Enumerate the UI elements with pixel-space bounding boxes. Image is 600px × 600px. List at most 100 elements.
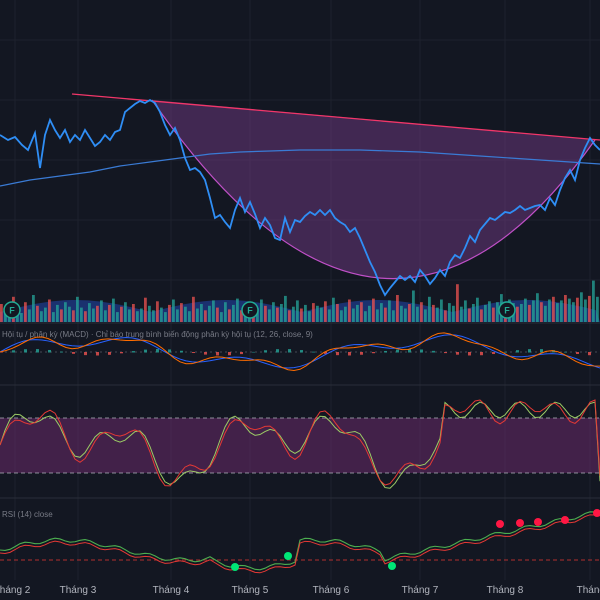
volume-bar	[228, 309, 231, 322]
stochastic-pane	[0, 399, 600, 489]
volume-bar	[160, 307, 163, 322]
volume-bar	[484, 304, 487, 322]
volume-bar	[456, 284, 459, 322]
volume-bar	[596, 296, 599, 322]
macd-histogram-bar	[264, 350, 267, 353]
volume-bar	[28, 309, 31, 322]
macd-histogram-bar	[204, 352, 207, 355]
volume-bar	[472, 304, 475, 322]
volume-bar	[420, 302, 423, 322]
macd-histogram-bar	[36, 349, 39, 353]
flag-label: F	[9, 306, 15, 316]
volume-bar	[376, 309, 379, 322]
volume-bar	[592, 280, 595, 322]
macd-histogram-bar	[60, 351, 63, 353]
rsi-pane-title: RSI (14) close	[2, 510, 53, 519]
volume-bar	[488, 301, 491, 322]
price-pane[interactable]	[0, 93, 600, 297]
rsi-pane	[0, 509, 600, 574]
macd-histogram-bar	[288, 349, 291, 353]
volume-bar	[112, 298, 115, 322]
macd-histogram-bar	[516, 350, 519, 353]
x-axis-label: Tháng 7	[402, 585, 439, 596]
volume-bar	[32, 295, 35, 322]
macd-histogram-bar	[480, 352, 483, 356]
stochastic-d-line	[0, 399, 600, 487]
volume-bar	[492, 307, 495, 322]
volume-bar	[516, 306, 519, 322]
volume-bar	[400, 305, 403, 322]
cup-pattern-fill	[152, 100, 600, 279]
volume-bar	[536, 293, 539, 322]
volume-bar	[560, 300, 563, 322]
volume-bar	[568, 298, 571, 322]
volume-bar	[408, 304, 411, 322]
volume-bar	[216, 307, 219, 322]
volume-bar	[396, 295, 399, 322]
volume-bar	[272, 302, 275, 322]
macd-histogram-bar	[312, 351, 315, 353]
volume-bar	[576, 297, 579, 322]
volume-bar	[188, 311, 191, 322]
macd-histogram-bar	[564, 351, 567, 353]
volume-bar	[136, 311, 139, 322]
flag-circle	[241, 301, 259, 319]
volume-bar	[116, 312, 119, 322]
volume-bar	[380, 303, 383, 322]
macd-histogram-bar	[216, 352, 219, 356]
volume-bar	[36, 305, 39, 322]
price-line	[0, 98, 600, 297]
flag-circle	[3, 301, 21, 319]
stochastic-k-line	[0, 401, 600, 489]
volume-bar	[48, 299, 51, 322]
volume-bar	[412, 290, 415, 322]
volume-bar	[352, 308, 355, 322]
macd-histogram-bar	[252, 351, 255, 353]
sell-signal-dot	[534, 518, 542, 526]
macd-histogram-bar	[24, 349, 27, 353]
x-axis: Tháng 2 Tháng 3 Tháng 4 Tháng 5 Tháng 6 Tháng…	[0, 585, 600, 596]
rsi-signal-line	[0, 514, 600, 574]
macd-histogram-bar	[324, 352, 327, 354]
volume-bar	[256, 308, 259, 322]
sell-signal-dot	[516, 519, 524, 527]
volume-bar	[96, 305, 99, 322]
macd-histogram-bar	[360, 352, 363, 355]
volume-bar	[268, 309, 271, 322]
volume-bar	[300, 308, 303, 322]
volume-bar	[304, 304, 307, 322]
volume-bar	[544, 305, 547, 322]
earnings-flag-icon: F	[241, 301, 259, 319]
volume-bar	[92, 308, 95, 322]
volume-bar	[172, 299, 175, 322]
volume-bar	[152, 310, 155, 322]
macd-histogram-bar	[588, 352, 591, 356]
volume-bar	[572, 302, 575, 322]
volume-bar	[496, 302, 499, 322]
volume-bar	[220, 312, 223, 322]
volume-bar	[468, 308, 471, 322]
macd-line	[0, 334, 600, 369]
volume-bar	[120, 306, 123, 322]
buy-signal-dot	[231, 563, 239, 571]
volume-bar	[440, 299, 443, 322]
volume-bar	[340, 310, 343, 322]
macd-pane	[0, 332, 600, 372]
volume-bar	[124, 302, 127, 322]
buy-signal-dot	[388, 562, 396, 570]
volume-bar	[140, 308, 143, 322]
volume-bar	[192, 296, 195, 322]
volume-bar	[156, 301, 159, 322]
macd-histogram-bar	[132, 351, 135, 353]
volume-bar	[0, 304, 3, 322]
flag-circle	[498, 301, 516, 319]
resistance-trendline[interactable]	[71, 93, 600, 141]
volume-bar	[552, 296, 555, 322]
macd-histogram-bar	[72, 352, 75, 354]
volume-bar	[388, 300, 391, 322]
macd-histogram-bar	[156, 349, 159, 353]
volume-bar	[168, 304, 171, 322]
stochastic-band	[0, 418, 600, 473]
